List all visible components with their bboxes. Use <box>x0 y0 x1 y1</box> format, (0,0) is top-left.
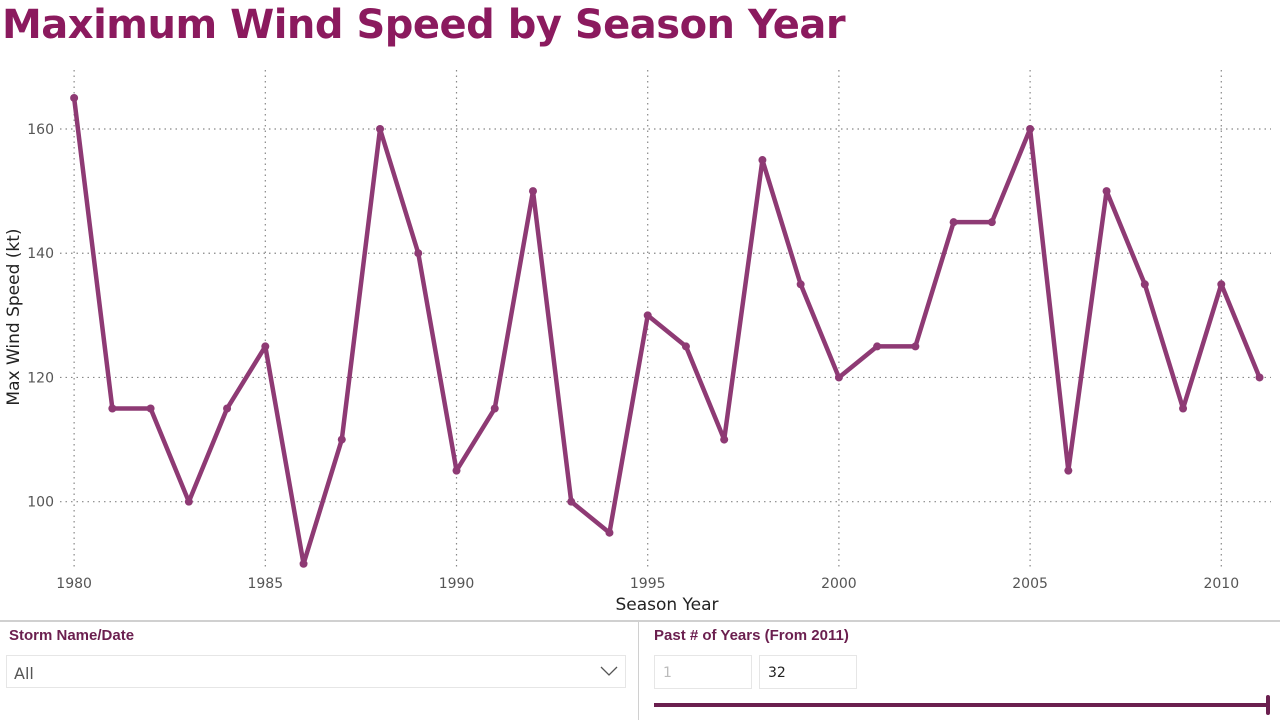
x-axis-label: Season Year <box>615 595 718 615</box>
y-tick-label: 120 <box>27 370 54 386</box>
x-tick-label: 1995 <box>630 576 666 592</box>
data-point-1993 <box>567 497 576 506</box>
data-point-1997 <box>720 435 729 444</box>
years-slider-handle[interactable] <box>1266 695 1270 715</box>
storm-slicer: Storm Name/Date All <box>0 622 639 720</box>
wind-speed-line <box>71 97 1262 567</box>
y-tick-label: 100 <box>27 495 54 511</box>
data-point-1987 <box>337 435 346 444</box>
data-point-1996 <box>681 342 690 351</box>
chart-title: Maximum Wind Speed by Season Year <box>2 2 846 48</box>
data-point-2004 <box>987 218 996 227</box>
gridlines <box>60 70 1271 570</box>
data-point-2002 <box>911 342 920 351</box>
x-tick-label: 1985 <box>247 576 283 592</box>
data-point-1989 <box>414 249 423 258</box>
y-axis-label: Max Wind Speed (kt) <box>4 228 24 405</box>
data-point-1994 <box>605 528 614 537</box>
data-point-1995 <box>643 311 652 320</box>
data-point-2007 <box>1102 187 1111 196</box>
data-point-1992 <box>528 187 537 196</box>
data-point-1980 <box>70 93 79 102</box>
data-point-1990 <box>452 466 461 475</box>
years-slicer-title: Past # of Years (From 2011) <box>654 627 849 644</box>
years-slicer: Past # of Years (From 2011) <box>641 622 1280 720</box>
x-tick-label: 2010 <box>1203 576 1239 592</box>
series-line <box>70 93 1264 568</box>
data-point-2001 <box>873 342 882 351</box>
x-tick-label: 1980 <box>56 576 92 592</box>
data-point-2005 <box>1026 125 1035 134</box>
storm-slicer-title: Storm Name/Date <box>9 627 135 644</box>
data-point-1981 <box>108 404 117 413</box>
tick-labels: 1980 1985 1990 1995 2000 2005 2010 100 120 140 160 <box>27 122 1239 592</box>
slicer-panel: Storm Name/Date All Past # of Years (Fro… <box>0 620 1280 722</box>
data-point-2011 <box>1255 373 1264 382</box>
chevron-down-icon <box>600 666 618 676</box>
data-point-1991 <box>490 404 499 413</box>
data-point-1999 <box>796 280 805 289</box>
data-point-2003 <box>949 218 958 227</box>
data-point-1982 <box>146 404 155 413</box>
data-point-1988 <box>376 125 385 134</box>
data-point-1998 <box>758 156 767 165</box>
years-max-input[interactable]: 32 <box>759 655 857 689</box>
data-point-1983 <box>184 497 193 506</box>
data-point-1986 <box>299 559 308 568</box>
data-point-2000 <box>834 373 843 382</box>
data-point-2010 <box>1217 280 1226 289</box>
y-tick-label: 140 <box>27 246 54 262</box>
data-point-1985 <box>261 342 270 351</box>
x-tick-label: 2005 <box>1012 576 1048 592</box>
x-tick-label: 1990 <box>439 576 475 592</box>
years-min-input[interactable]: 1 <box>654 655 752 689</box>
line-chart: 1980 1985 1990 1995 2000 2005 2010 100 120 140 160… <box>4 70 1271 615</box>
years-slider-track[interactable] <box>654 703 1268 707</box>
data-point-2008 <box>1140 280 1149 289</box>
y-tick-label: 160 <box>27 122 54 138</box>
data-point-1984 <box>223 404 232 413</box>
data-point-2009 <box>1179 404 1188 413</box>
x-tick-label: 2000 <box>821 576 857 592</box>
storm-dropdown[interactable]: All <box>6 655 626 688</box>
storm-dropdown-value: All <box>14 664 34 683</box>
data-point-2006 <box>1064 466 1073 475</box>
